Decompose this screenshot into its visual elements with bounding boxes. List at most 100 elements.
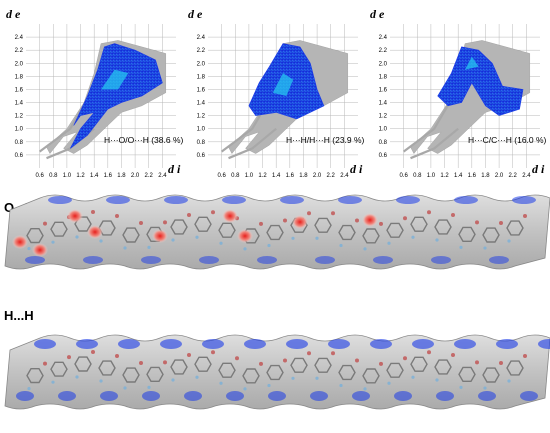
x-tick-label: 2.2 (509, 173, 518, 179)
blue-patch (268, 391, 286, 401)
x-tick-label: 2.0 (495, 173, 504, 179)
oxygen-atom (355, 358, 359, 363)
blue-patch (199, 256, 219, 264)
oxygen-atom (163, 220, 167, 225)
nitrogen-atom (147, 385, 151, 389)
oxygen-atom (115, 214, 119, 219)
oxygen-atom (139, 221, 143, 226)
blue-patch (436, 391, 454, 401)
nitrogen-atom (363, 387, 367, 391)
oxygen-atom (91, 350, 95, 355)
blue-patch (496, 339, 518, 349)
oxygen-atom (499, 221, 503, 226)
y-tick-label: 1.2 (379, 114, 388, 120)
molecule-ring (506, 220, 524, 236)
blue-patch (118, 339, 140, 349)
nitrogen-atom (483, 246, 487, 250)
molecule-ring (26, 227, 44, 244)
x-tick-label: 2.4 (158, 173, 167, 179)
blue-patch (48, 196, 72, 204)
oxygen-atom (451, 353, 455, 358)
red-contact-spot (67, 209, 83, 223)
x-tick-label: 0.6 (217, 173, 226, 179)
nitrogen-atom (339, 383, 343, 388)
nitrogen-atom (27, 246, 31, 251)
y-tick-label: 1.8 (379, 74, 388, 80)
y-axis-label: d e (188, 7, 203, 21)
blue-patch (222, 196, 246, 204)
nitrogen-atom (27, 386, 31, 391)
nitrogen-atom (291, 236, 295, 240)
molecule-ring (434, 219, 452, 235)
molecule-ring (290, 357, 308, 373)
nitrogen-atom (459, 385, 463, 389)
blue-patch (520, 391, 538, 401)
blue-patch (25, 256, 45, 264)
oxygen-atom (91, 210, 95, 215)
y-tick-label: 1.4 (197, 101, 206, 107)
molecule-ring (50, 221, 68, 237)
nitrogen-atom (315, 236, 319, 240)
oxygen-atom (235, 356, 239, 361)
x-tick-label: 1.2 (258, 173, 267, 179)
y-tick-label: 1.6 (197, 87, 206, 93)
oxygen-atom (307, 211, 311, 216)
molecule-ring (218, 362, 236, 378)
molecule-ring (506, 360, 524, 376)
nitrogen-atom (51, 240, 55, 244)
y-axis-label: d e (6, 7, 21, 21)
blue-patch (328, 339, 350, 349)
blue-patch (83, 256, 103, 264)
x-tick-label: 0.6 (35, 173, 44, 179)
surface-label-hh: H...H (4, 308, 34, 323)
oxygen-atom (499, 361, 503, 366)
blue-patch (310, 391, 328, 401)
molecule-ring (194, 216, 212, 232)
molecule-ring (314, 217, 332, 233)
x-tick-label: 0.8 (231, 173, 240, 179)
x-tick-label: 0.6 (399, 173, 408, 179)
nitrogen-atom (123, 246, 127, 250)
blue-patch (396, 196, 420, 204)
x-tick-label: 1.0 (63, 173, 72, 179)
y-tick-label: 1.8 (15, 74, 24, 80)
x-axis-label: d i (532, 162, 545, 176)
surface-body (4, 194, 550, 270)
molecule-ring (50, 361, 68, 377)
nitrogen-atom (147, 245, 151, 249)
y-axis-label: d e (370, 7, 385, 21)
y-tick-label: 2.4 (15, 35, 24, 41)
blue-patch (184, 391, 202, 401)
x-axis-label: d i (350, 162, 363, 176)
oxygen-atom (211, 210, 215, 215)
molecule-ring (386, 362, 404, 378)
nitrogen-atom (411, 375, 415, 379)
molecule-ring (410, 216, 428, 232)
oxygen-atom (259, 361, 263, 366)
blue-patch (106, 196, 130, 204)
nitrogen-atom (267, 243, 271, 248)
nitrogen-atom (339, 243, 343, 248)
oxygen-atom (331, 211, 335, 216)
molecule-ring (362, 368, 380, 384)
molecule-ring (410, 356, 428, 372)
molecule-ring (26, 368, 44, 384)
plot-caption: H···C/C···H (16.0 %) (468, 135, 547, 145)
red-contact-spot (12, 235, 28, 249)
blue-patch (141, 256, 161, 264)
blue-patch (538, 339, 550, 349)
y-tick-label: 1.0 (197, 127, 206, 133)
nitrogen-atom (99, 239, 103, 243)
x-tick-label: 1.6 (286, 173, 295, 179)
y-tick-label: 0.6 (379, 153, 388, 159)
red-contact-spot (32, 243, 48, 257)
surface-body (4, 334, 550, 410)
nitrogen-atom (195, 235, 199, 239)
nitrogen-atom (435, 378, 439, 382)
nitrogen-atom (459, 245, 463, 249)
y-tick-label: 0.8 (379, 140, 388, 146)
oxygen-atom (403, 216, 407, 221)
x-tick-label: 1.2 (440, 173, 449, 179)
red-contact-spot (292, 215, 308, 229)
